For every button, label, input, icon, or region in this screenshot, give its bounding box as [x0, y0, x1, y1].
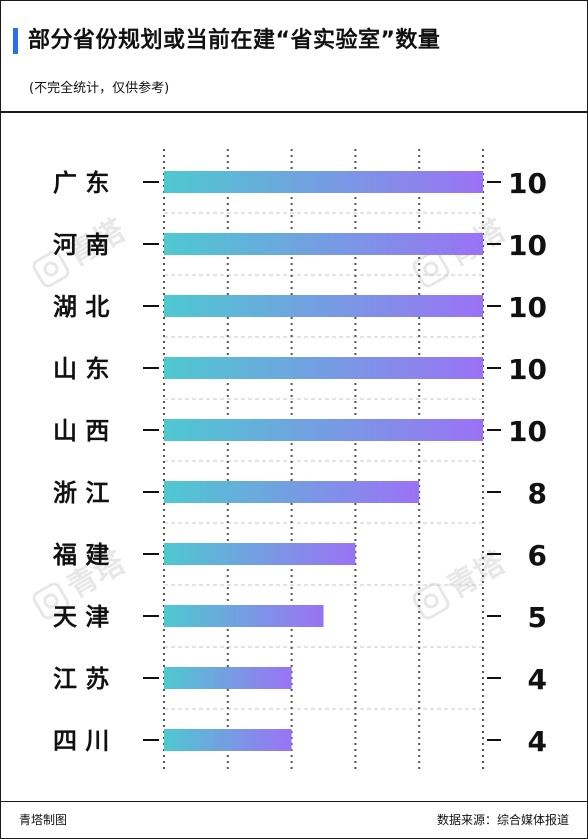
category-label: 江 苏: [53, 665, 109, 693]
title-bar: 部分省份规划或当前在建“省实验室”数量: [13, 28, 440, 54]
value-label: 10: [508, 229, 547, 262]
bar: [164, 171, 483, 193]
header-divider: [1, 111, 587, 113]
bar: [164, 481, 420, 503]
value-label: 10: [508, 291, 547, 324]
bar: [164, 233, 483, 255]
value-label: 4: [528, 725, 547, 758]
bar: [164, 357, 483, 379]
value-label: 6: [528, 539, 547, 572]
bar: [164, 667, 292, 689]
category-label: 河 南: [53, 231, 109, 259]
bar: [164, 605, 324, 627]
value-label: 5: [528, 601, 547, 634]
category-label: 广 东: [53, 169, 109, 197]
category-label: 湖 北: [53, 293, 109, 321]
page-title: 部分省份规划或当前在建“省实验室”数量: [28, 28, 441, 53]
value-label: 8: [528, 477, 547, 510]
bar: [164, 729, 292, 751]
category-label: 浙 江: [53, 479, 109, 507]
category-label: 四 川: [53, 727, 109, 755]
footer-divider: [1, 801, 587, 802]
page-subtitle: (不完全统计，仅供参考): [29, 81, 170, 96]
category-label: 天 津: [53, 603, 109, 631]
title-accent-bar: [13, 28, 18, 54]
category-label: 福 建: [52, 541, 109, 569]
category-label: 山 西: [53, 417, 109, 445]
value-label: 10: [508, 353, 547, 386]
footer-credit: 青塔制图: [19, 813, 68, 827]
bar: [164, 419, 483, 441]
footer-source: 数据来源：综合媒体报道: [436, 813, 569, 827]
bar: [164, 543, 356, 565]
value-label: 4: [528, 663, 547, 696]
category-label: 山 东: [53, 355, 109, 383]
bar: [164, 295, 483, 317]
value-label: 10: [508, 167, 547, 200]
value-label: 10: [508, 415, 547, 448]
watermark-text: 青塔: [442, 545, 512, 606]
watermark-logo: 青塔: [412, 545, 512, 620]
